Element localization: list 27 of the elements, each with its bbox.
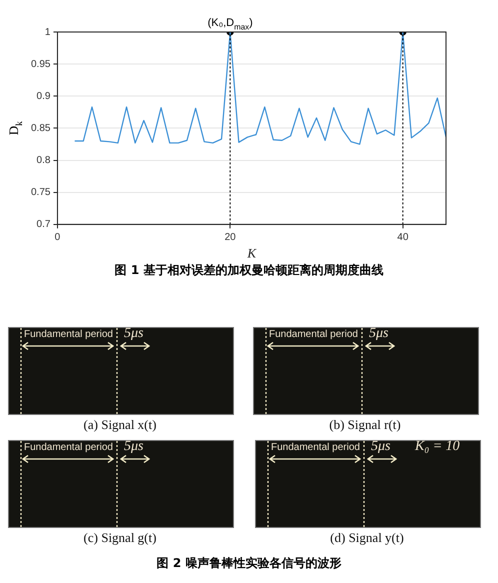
text: 图 2 噪声鲁棒性实验各信号的波形 — [156, 555, 342, 572]
y-tick-label: 0.8 — [36, 155, 51, 166]
text: 5μs — [371, 439, 390, 455]
text: 图 1 基于相对误差的加权曼哈顿距离的周期度曲线 — [114, 262, 384, 279]
y-tick-label: 0.9 — [36, 90, 51, 102]
y-tick-label: 0.85 — [30, 122, 51, 134]
y-axis-title: Dk — [6, 120, 25, 136]
y-tick-label: 0.75 — [30, 187, 51, 198]
text: (a) Signal x(t) — [82, 417, 158, 433]
text: K₀ = 10 — [415, 439, 460, 455]
x-tick-label: 20 — [224, 232, 236, 244]
text: (d) Signal y(t) — [329, 530, 405, 546]
text: Fundamental period — [24, 442, 113, 453]
x-tick-label: 0 — [54, 232, 61, 244]
y-tick-label: 0.95 — [30, 58, 51, 70]
y-tick-label: 1 — [44, 26, 51, 38]
text: Fundamental period — [269, 329, 358, 340]
text: 5μs — [369, 326, 388, 342]
y-tick-label: 0.7 — [36, 219, 51, 230]
text: Fundamental period — [271, 442, 360, 453]
text: (c) Signal g(t) — [82, 530, 158, 546]
x-tick-label: 40 — [397, 232, 409, 244]
text: (b) Signal r(t) — [328, 417, 402, 433]
text: 5μs — [124, 439, 144, 455]
x-axis-title: K — [246, 246, 258, 261]
text: 5μs — [124, 326, 144, 342]
text: Fundamental period — [24, 329, 113, 340]
